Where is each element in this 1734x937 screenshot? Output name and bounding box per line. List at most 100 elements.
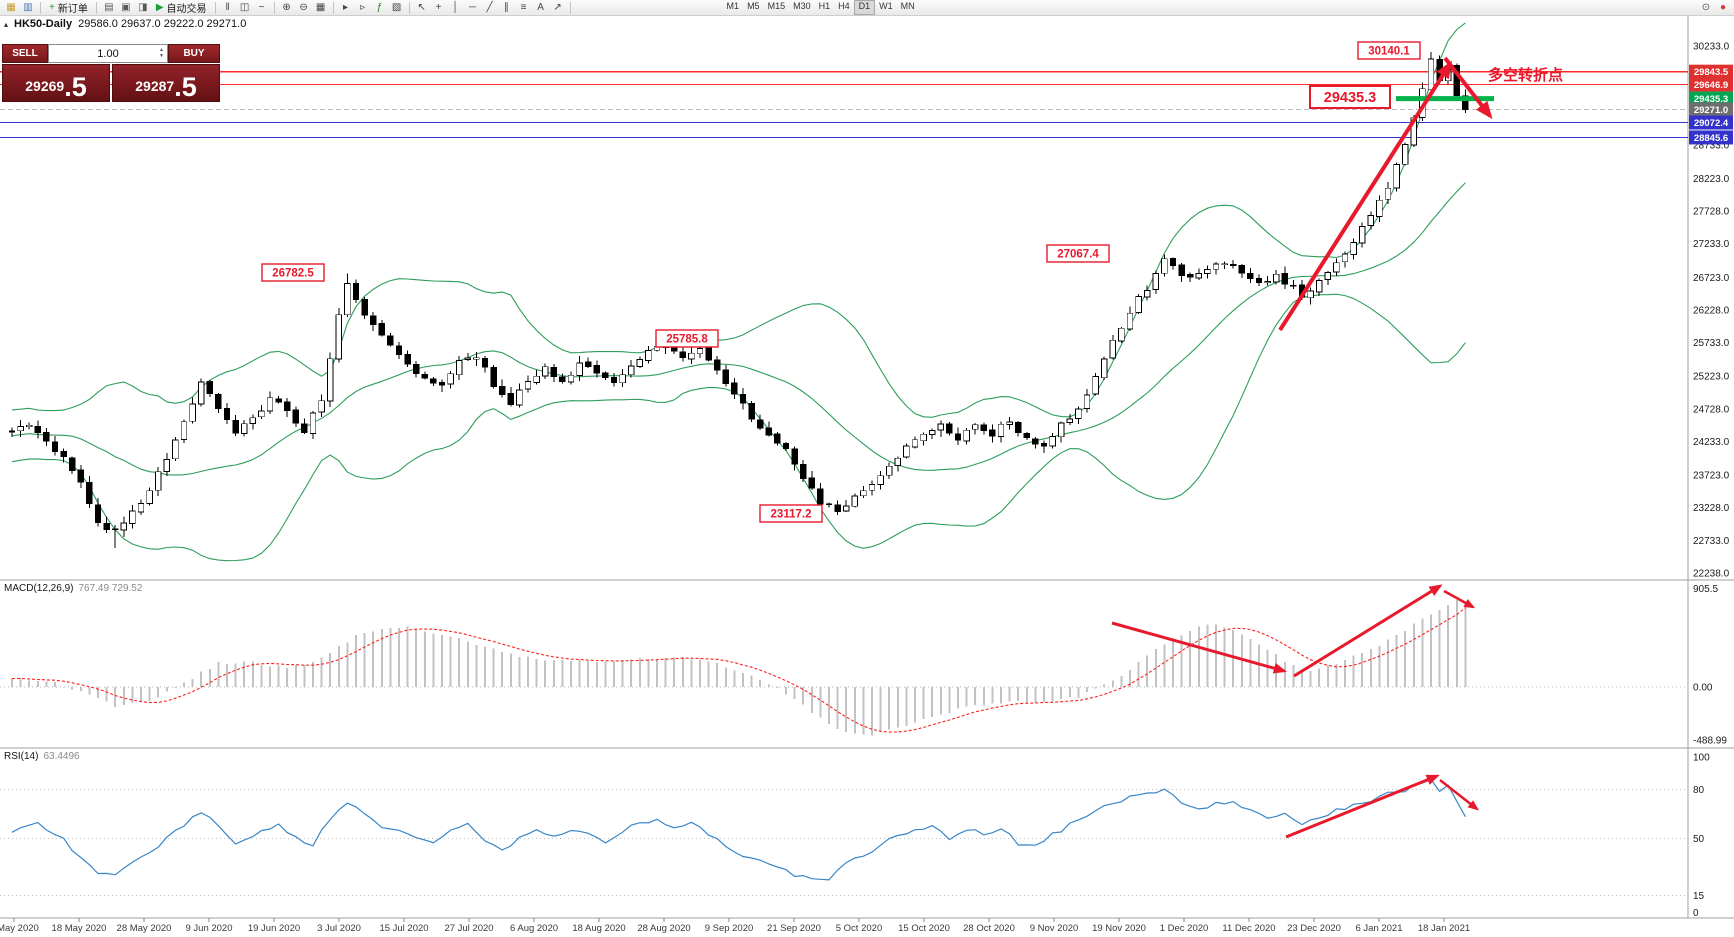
svg-text:11 Dec 2020: 11 Dec 2020 [1222,923,1275,934]
crosshair-icon[interactable]: + [435,2,442,13]
vertical-line-icon[interactable]: │ [452,2,459,13]
price-label-27067.4[interactable]: 27067.4 [1046,244,1110,263]
svg-text:25733.0: 25733.0 [1693,338,1730,349]
rsi-up-arrow[interactable] [1285,774,1440,839]
date-axis[interactable]: 7 May 2020 18 May 2020 28 May 2020 9 Jun 20… [0,918,1470,934]
timeframe-M15[interactable]: M15 [767,1,786,11]
macd-down-arrow[interactable] [1111,621,1287,674]
main-trend-down-arrow[interactable] [1443,56,1493,120]
trendline-icon[interactable]: ╱ [486,2,493,13]
auto-trading-button[interactable]: ▶ 自动交易 [152,1,211,15]
horizontal-line-icon[interactable]: ─ [469,2,477,13]
notifications-icon[interactable]: ● [1719,2,1727,13]
timeframe-M1[interactable]: M1 [726,1,740,11]
svg-text:5 Oct 2020: 5 Oct 2020 [836,923,882,934]
svg-text:7 May 2020: 7 May 2020 [0,923,39,934]
macd-up-arrow[interactable] [1293,584,1443,678]
new-order-button-label: 新订单 [57,4,88,15]
turning-point-text[interactable]: 多空转折点 [1488,66,1563,84]
arrows-tool-icon[interactable]: ↗ [553,2,562,13]
macd-signal-line [11,607,1466,733]
new-chart-icon[interactable]: ▦ [6,2,16,13]
candles-chart-icon[interactable]: ◫ [239,2,250,13]
svg-text:23 Dec 2020: 23 Dec 2020 [1287,923,1341,934]
main-price-pane[interactable] [0,22,1688,562]
price-label-30140.1[interactable]: 30140.1 [1357,41,1421,60]
svg-text:22238.0: 22238.0 [1693,569,1730,580]
price-label-23117.2[interactable]: 23117.2 [759,504,823,523]
sell-button[interactable]: SELL [2,44,48,63]
timeframe-H4[interactable]: H4 [838,1,850,11]
data-window-icon[interactable]: ▣ [121,2,131,13]
bars-chart-icon[interactable]: ‖ [225,2,230,13]
price-label-26782.5[interactable]: 26782.5 [261,263,325,282]
svg-text:29271.0: 29271.0 [1694,105,1728,116]
svg-text:26723.0: 26723.0 [1693,273,1730,284]
market-watch-icon[interactable]: ▤ [104,2,114,13]
symbol-period-label: HK50-Daily [14,18,73,30]
price-label-29435.3[interactable]: 29435.3 [1309,85,1391,109]
svg-text:22733.0: 22733.0 [1693,536,1730,547]
zoom-in-icon[interactable]: ⊕ [282,2,291,13]
toolbar-separator [95,1,97,14]
equidistant-channel-icon[interactable]: ∥ [504,2,510,13]
svg-text:15 Oct 2020: 15 Oct 2020 [898,923,950,934]
timeframe-D1[interactable]: D1 [853,0,876,15]
expand-icon[interactable]: ▴ [4,19,9,29]
svg-text:28223.0: 28223.0 [1693,174,1730,185]
main-trend-up-arrow[interactable] [1278,60,1453,332]
chart-title: ▴ HK50-Daily 29586.0 29637.0 29222.0 292… [4,18,246,30]
lot-spinner[interactable]: ▲ ▼ [159,47,164,59]
clock-icon[interactable]: ⊙ [1701,2,1711,13]
svg-text:80: 80 [1693,785,1705,796]
timeframe-H1[interactable]: H1 [818,1,831,11]
indicators-icon[interactable]: ƒ [376,2,383,13]
text-label-icon[interactable]: A [537,2,544,13]
tile-windows-icon[interactable]: ▦ [315,2,326,13]
svg-text:28845.6: 28845.6 [1694,133,1728,144]
navigator-icon[interactable]: ◨ [138,2,148,13]
zoom-out-icon[interactable]: ⊖ [299,2,308,13]
fibonacci-icon[interactable]: ≡ [520,2,527,13]
chart-shift-icon[interactable]: ▹ [360,2,366,13]
buy-button[interactable]: BUY [168,44,220,63]
line-chart-icon[interactable]: ~ [258,2,265,13]
auto-scroll-icon[interactable]: ▸ [343,2,349,13]
toolbar-separator [40,1,41,14]
spinner-down-icon[interactable]: ▼ [159,53,164,59]
svg-text:30233.0: 30233.0 [1693,42,1730,53]
svg-text:15: 15 [1693,891,1705,902]
rsi-pane[interactable]: 100 80 50 15 0 [0,753,1710,920]
svg-text:23228.0: 23228.0 [1693,503,1730,514]
price-label-25785.8[interactable]: 25785.8 [655,329,719,348]
svg-text:21 Sep 2020: 21 Sep 2020 [767,923,821,934]
sell-price-display[interactable]: 29269.5 [2,64,110,102]
rsi-end-down-arrow[interactable] [1439,779,1479,811]
bollinger-bands [11,22,1466,562]
toolbar-separator [408,1,410,14]
spinner-up-icon[interactable]: ▲ [159,47,164,53]
svg-text:27067.4: 27067.4 [1057,249,1099,261]
macd-histogram [11,600,1467,736]
cursor-icon[interactable]: ↖ [417,2,426,13]
price-axis[interactable]: 30233.0 28733.0 28223.0 27728.0 27233.0 26723… [1689,42,1733,580]
svg-text:28 Oct 2020: 28 Oct 2020 [963,923,1015,934]
macd-pane[interactable]: 905.5 0.00 -488.99 [0,584,1727,747]
timeframe-M5[interactable]: M5 [747,1,760,11]
lot-size-input[interactable]: 1.00 ▲ ▼ [48,44,168,63]
timeframe-W1[interactable]: W1 [879,1,893,11]
svg-text:27728.0: 27728.0 [1693,207,1730,218]
svg-text:9 Sep 2020: 9 Sep 2020 [705,923,754,934]
macd-end-down-arrow[interactable] [1443,589,1476,609]
buy-price-display[interactable]: 29287.5 [112,64,220,102]
chart-profiles-icon[interactable]: ▥ [23,2,33,13]
rsi-value: 63.4496 [43,751,80,762]
templates-icon[interactable]: ▧ [391,2,402,13]
timeframe-M30[interactable]: M30 [793,1,811,11]
svg-text:26782.5: 26782.5 [272,268,314,280]
svg-text:30140.1: 30140.1 [1368,46,1410,58]
timeframe-MN[interactable]: MN [900,1,915,11]
price-badge-29646.9: 29646.9 [1689,77,1733,92]
new-order-button[interactable]: + 新订单 [45,1,92,15]
